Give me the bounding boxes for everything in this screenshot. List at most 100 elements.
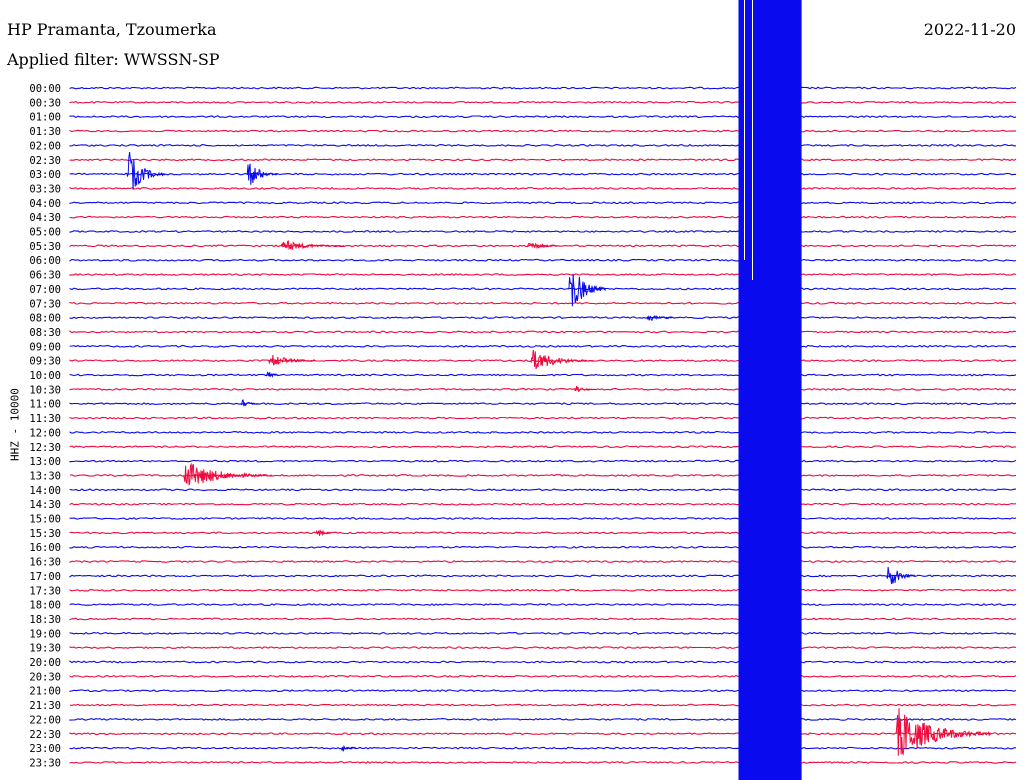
event-8 bbox=[265, 371, 279, 379]
trace-row-0300 bbox=[69, 172, 1017, 176]
trace-row-1700 bbox=[69, 574, 1017, 578]
trace-row-2130 bbox=[69, 703, 1017, 707]
trace-row-2200 bbox=[69, 717, 1017, 721]
row-time-label: 12:00 bbox=[29, 427, 61, 439]
event-6 bbox=[268, 354, 316, 366]
event-14 bbox=[895, 708, 991, 756]
row-time-label: 13:30 bbox=[29, 470, 61, 482]
row-time-label: 20:00 bbox=[29, 657, 61, 669]
row-time-label: 08:00 bbox=[29, 313, 61, 325]
trace-row-0000 bbox=[69, 86, 1017, 90]
trace-row-0700 bbox=[69, 287, 1017, 291]
event-2 bbox=[280, 240, 345, 251]
row-time-label: 15:30 bbox=[29, 528, 61, 540]
row-time-label: 06:30 bbox=[29, 270, 61, 282]
trace-row-2000 bbox=[69, 660, 1017, 664]
trace-row-1000 bbox=[69, 373, 1017, 377]
row-time-label: 09:30 bbox=[29, 356, 61, 368]
trace-row-0030 bbox=[69, 100, 1017, 104]
row-time-label: 04:00 bbox=[29, 198, 61, 210]
row-time-label: 21:30 bbox=[29, 700, 61, 712]
trace-row-0800 bbox=[69, 316, 1017, 320]
trace-row-1900 bbox=[69, 631, 1017, 635]
trace-row-0100 bbox=[69, 115, 1017, 119]
trace-row-0230 bbox=[69, 158, 1017, 162]
row-time-label: 18:00 bbox=[29, 600, 61, 612]
row-time-label: 08:30 bbox=[29, 327, 61, 339]
row-time-label: 16:00 bbox=[29, 542, 61, 554]
trace-row-1130 bbox=[69, 416, 1017, 420]
row-time-label: 12:30 bbox=[29, 442, 61, 454]
station-title: HP Pramanta, Tzoumerka bbox=[7, 20, 217, 39]
row-time-label: 06:00 bbox=[29, 255, 61, 267]
event-12 bbox=[315, 529, 332, 537]
trace-row-1830 bbox=[69, 617, 1017, 621]
trace-row-1730 bbox=[69, 588, 1017, 592]
row-time-label: 02:30 bbox=[29, 155, 61, 167]
trace-row-0330 bbox=[69, 187, 1017, 190]
row-time-label: 03:00 bbox=[29, 169, 61, 181]
trace-row-1300 bbox=[69, 459, 1017, 463]
row-time-label: 23:00 bbox=[29, 743, 61, 755]
row-time-label: 22:00 bbox=[29, 714, 61, 726]
row-time-label: 13:00 bbox=[29, 456, 61, 468]
event-15 bbox=[340, 744, 357, 752]
row-time-label: 20:30 bbox=[29, 671, 61, 683]
trace-row-2330 bbox=[69, 761, 1017, 764]
trace-row-1400 bbox=[69, 488, 1017, 492]
row-time-label: 19:00 bbox=[29, 628, 61, 640]
event-4 bbox=[567, 273, 606, 307]
row-time-label: 10:30 bbox=[29, 384, 61, 396]
trace-row-2300 bbox=[69, 746, 1016, 750]
row-time-label: 14:00 bbox=[29, 485, 61, 497]
event-7 bbox=[529, 349, 594, 370]
trace-row-2100 bbox=[69, 689, 1017, 693]
trace-row-2230 bbox=[69, 732, 1017, 736]
trace-row-1100 bbox=[69, 402, 1017, 406]
trace-row-1200 bbox=[69, 430, 1017, 434]
row-time-label: 22:30 bbox=[29, 729, 61, 741]
row-time-label: 00:00 bbox=[29, 83, 61, 95]
event-11 bbox=[183, 462, 273, 486]
row-time-label: 15:00 bbox=[29, 514, 61, 526]
event-1 bbox=[246, 163, 279, 185]
trace-row-0830 bbox=[69, 330, 1017, 334]
trace-row-1800 bbox=[69, 603, 1017, 607]
trace-row-1530 bbox=[69, 531, 1017, 535]
trace-row-0500 bbox=[69, 230, 1017, 233]
row-time-label: 18:30 bbox=[29, 614, 61, 626]
trace-row-0600 bbox=[69, 258, 1017, 262]
row-time-label: 02:00 bbox=[29, 140, 61, 152]
row-time-label: 17:30 bbox=[29, 585, 61, 597]
trace-row-0630 bbox=[69, 273, 1017, 276]
row-time-label: 05:00 bbox=[29, 227, 61, 239]
row-time-label: 07:30 bbox=[29, 298, 61, 310]
row-time-label: 07:00 bbox=[29, 284, 61, 296]
trace-row-0200 bbox=[69, 143, 1017, 147]
event-5 bbox=[646, 315, 673, 322]
date-label: 2022-11-20 bbox=[923, 20, 1016, 39]
row-time-label: 01:00 bbox=[29, 112, 61, 124]
row-time-label: 23:30 bbox=[29, 757, 61, 769]
row-time-label: 11:00 bbox=[29, 399, 61, 411]
event-0 bbox=[126, 152, 166, 190]
row-time-label: 03:30 bbox=[29, 183, 61, 195]
row-time-label: 09:00 bbox=[29, 341, 61, 353]
trace-row-1500 bbox=[69, 517, 1017, 520]
row-time-label: 14:30 bbox=[29, 499, 61, 511]
trace-row-2030 bbox=[69, 674, 1017, 678]
trace-row-1600 bbox=[69, 545, 1017, 549]
event-9 bbox=[574, 385, 594, 393]
row-time-label: 00:30 bbox=[29, 97, 61, 109]
row-time-label: 10:00 bbox=[29, 370, 61, 382]
event-10 bbox=[240, 399, 260, 407]
trace-row-1030 bbox=[69, 387, 1017, 391]
row-time-label: 11:30 bbox=[29, 413, 61, 425]
row-time-label: 19:30 bbox=[29, 643, 61, 655]
trace-row-0730 bbox=[69, 301, 1017, 305]
row-time-label: 04:30 bbox=[29, 212, 61, 224]
trace-row-1230 bbox=[69, 445, 1017, 449]
row-time-label: 01:30 bbox=[29, 126, 61, 138]
trace-row-1930 bbox=[69, 646, 1017, 650]
